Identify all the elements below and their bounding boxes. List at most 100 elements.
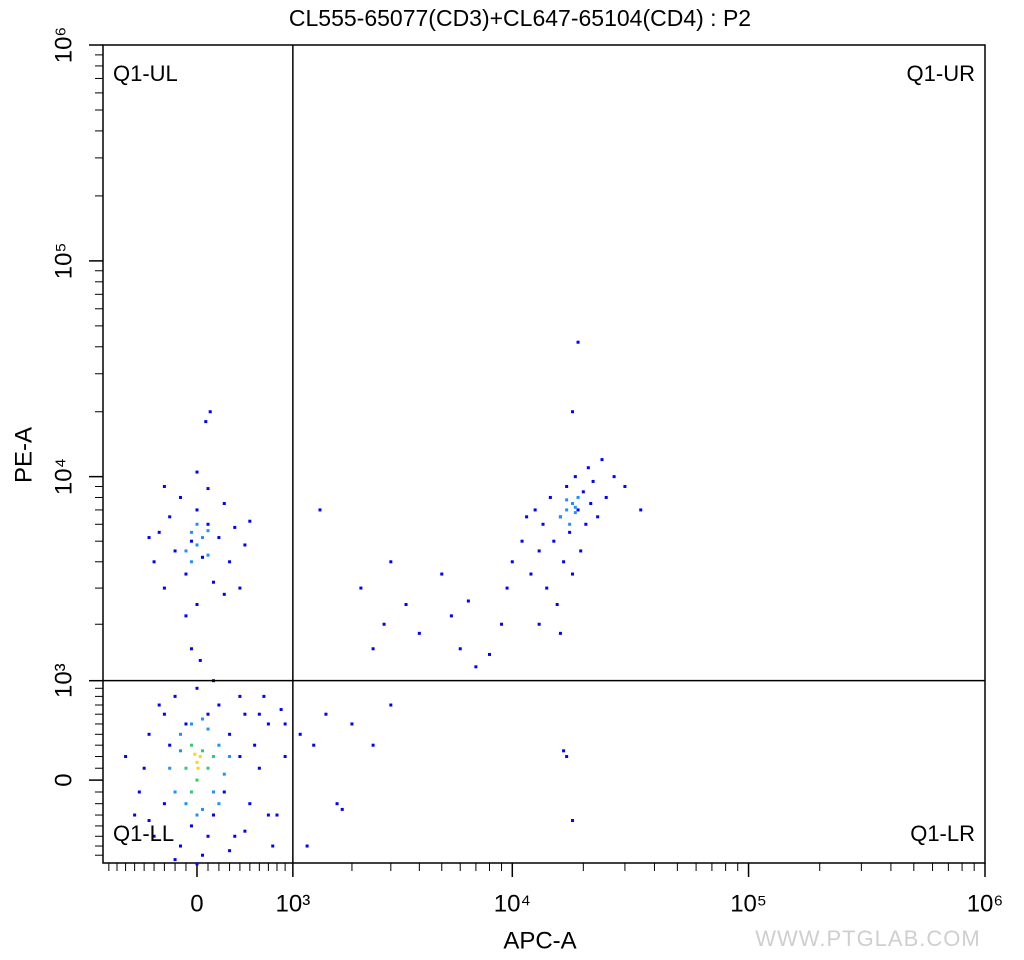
event-dot: [222, 790, 226, 794]
event-dot: [243, 829, 247, 833]
event-dot: [350, 722, 354, 726]
event-dot: [537, 622, 541, 626]
event-dot: [184, 802, 188, 806]
x-tick-label: 10³: [276, 890, 311, 917]
event-dot: [305, 844, 309, 848]
event-dot: [612, 475, 616, 479]
event-dot: [195, 778, 199, 782]
event-dot: [168, 515, 172, 519]
event-dot: [178, 749, 182, 753]
event-dot: [228, 755, 232, 759]
event-dot: [189, 743, 193, 747]
event-dot: [222, 592, 226, 596]
event-dot: [217, 703, 221, 707]
event-dot: [217, 802, 221, 806]
event-dot: [584, 522, 588, 526]
event-dot: [178, 844, 182, 848]
event-dot: [228, 732, 232, 736]
event-dot: [173, 790, 177, 794]
event-dot: [562, 560, 566, 564]
event-dot: [382, 622, 386, 626]
event-dot: [178, 732, 182, 736]
event-dot: [541, 522, 545, 526]
event-dot: [189, 560, 193, 564]
event-dot: [173, 694, 177, 698]
event-dot: [168, 743, 172, 747]
event-dot: [571, 501, 575, 505]
event-dot: [206, 522, 210, 526]
event-dot: [248, 519, 252, 523]
event-dot: [573, 505, 577, 509]
event-dot: [389, 703, 393, 707]
event-dot: [206, 834, 210, 838]
event-dot: [228, 849, 232, 853]
event-dot: [184, 614, 188, 618]
event-dot: [440, 572, 444, 576]
event-dot: [211, 755, 215, 759]
event-dot: [211, 790, 215, 794]
event-dot: [591, 479, 595, 483]
event-dot: [217, 536, 221, 540]
event-dot: [201, 536, 205, 540]
event-dot: [173, 549, 177, 553]
event-dot: [318, 508, 322, 512]
event-dot: [195, 508, 199, 512]
y-tick-label: 10³: [50, 663, 77, 698]
quadrant-label: Q1-UL: [113, 61, 178, 86]
event-dot: [558, 515, 562, 519]
event-dot: [152, 560, 156, 564]
event-dot: [201, 853, 205, 857]
event-dot: [505, 586, 509, 590]
event-dot: [222, 772, 226, 776]
event-dot: [195, 862, 199, 866]
event-dot: [206, 529, 210, 533]
event-dot: [565, 484, 569, 488]
event-dot: [195, 470, 199, 474]
event-dot: [257, 766, 261, 770]
chart-title: CL555-65077(CD3)+CL647-65104(CD4) : P2: [289, 5, 751, 31]
event-dot: [208, 410, 212, 414]
event-dot: [279, 708, 283, 712]
event-dot: [162, 586, 166, 590]
event-dot: [206, 766, 210, 770]
event-dot: [147, 732, 151, 736]
event-dot: [189, 539, 193, 543]
event-dot: [417, 631, 421, 635]
watermark: WWW.PTGLAB.COM: [755, 926, 980, 951]
event-dot: [162, 484, 166, 488]
event-dot: [596, 515, 600, 519]
event-dot: [576, 495, 580, 499]
event-dot: [565, 498, 569, 502]
event-dot: [623, 484, 627, 488]
event-dot: [201, 807, 205, 811]
event-dot: [196, 766, 200, 770]
event-dot: [510, 560, 514, 564]
event-dot: [184, 722, 188, 726]
x-tick-label: 10⁶: [967, 890, 1004, 917]
event-dot: [195, 543, 199, 547]
event-dot: [558, 631, 562, 635]
event-dot: [211, 580, 215, 584]
event-dot: [195, 603, 199, 607]
event-dot: [500, 622, 504, 626]
event-dot: [573, 511, 577, 515]
event-dot: [537, 549, 541, 553]
event-dot: [142, 766, 146, 770]
event-dot: [152, 834, 156, 838]
event-dot: [233, 834, 237, 838]
y-tick-label: 10⁵: [50, 243, 77, 280]
event-dot: [189, 722, 193, 726]
event-dot: [157, 703, 161, 707]
event-dot: [340, 807, 344, 811]
event-dot: [162, 712, 166, 716]
event-dot: [195, 522, 199, 526]
x-axis-label: APC-A: [503, 927, 576, 954]
event-dot: [458, 647, 462, 651]
event-dot: [162, 802, 166, 806]
y-tick-label: 0: [50, 773, 77, 786]
event-dot: [604, 495, 608, 499]
event-dot: [283, 755, 287, 759]
event-dot: [238, 586, 242, 590]
event-dot: [298, 732, 302, 736]
event-dot: [147, 819, 151, 823]
